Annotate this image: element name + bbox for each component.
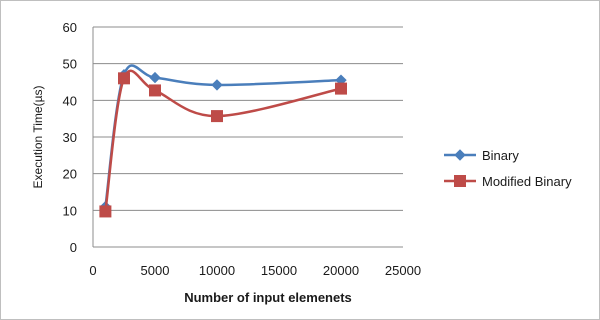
legend-marker-0 [454,149,466,161]
y-tick-label-2: 20 [63,167,77,182]
x-tick-label-1: 5000 [141,263,170,278]
series-1 [99,69,347,218]
y-tick-label-5: 50 [63,57,77,72]
series-line-1 [104,69,342,212]
tick-labels: 0 10 20 30 40 50 60 0 5000 10000 15000 20000 25000 [63,20,422,278]
x-tick-label-3: 15000 [261,263,297,278]
data-point-0-2 [149,71,161,84]
legend-marker-1 [454,175,466,187]
x-axis-title: Number of input elemenets [184,290,352,305]
y-tick-label-4: 40 [63,93,77,108]
y-axis-title: Execution Time(µs) [31,86,45,189]
data-point-1-2 [149,84,161,97]
data-point-0-3 [211,79,223,91]
x-tick-label-0: 0 [89,263,96,278]
legend: Binary Modified Binary [444,148,572,189]
x-tick-label-4: 20000 [323,263,359,278]
data-point-1-3 [211,110,223,123]
series-line-0 [104,64,342,207]
data-point-1-0 [99,205,112,218]
series-layer [99,64,347,218]
data-point-1-4 [335,82,347,95]
y-tick-label-0: 0 [70,240,77,255]
series-0 [99,64,347,213]
data-point-1-1 [118,72,130,85]
legend-label-0: Binary [482,148,519,163]
legend-label-1: Modified Binary [482,174,572,189]
y-tick-label-1: 10 [63,203,77,218]
x-tick-label-5: 25000 [385,263,421,278]
y-tick-label-6: 60 [63,20,77,35]
y-tick-label-3: 30 [63,130,77,145]
x-tick-label-2: 10000 [199,263,235,278]
gridlines [92,26,403,248]
